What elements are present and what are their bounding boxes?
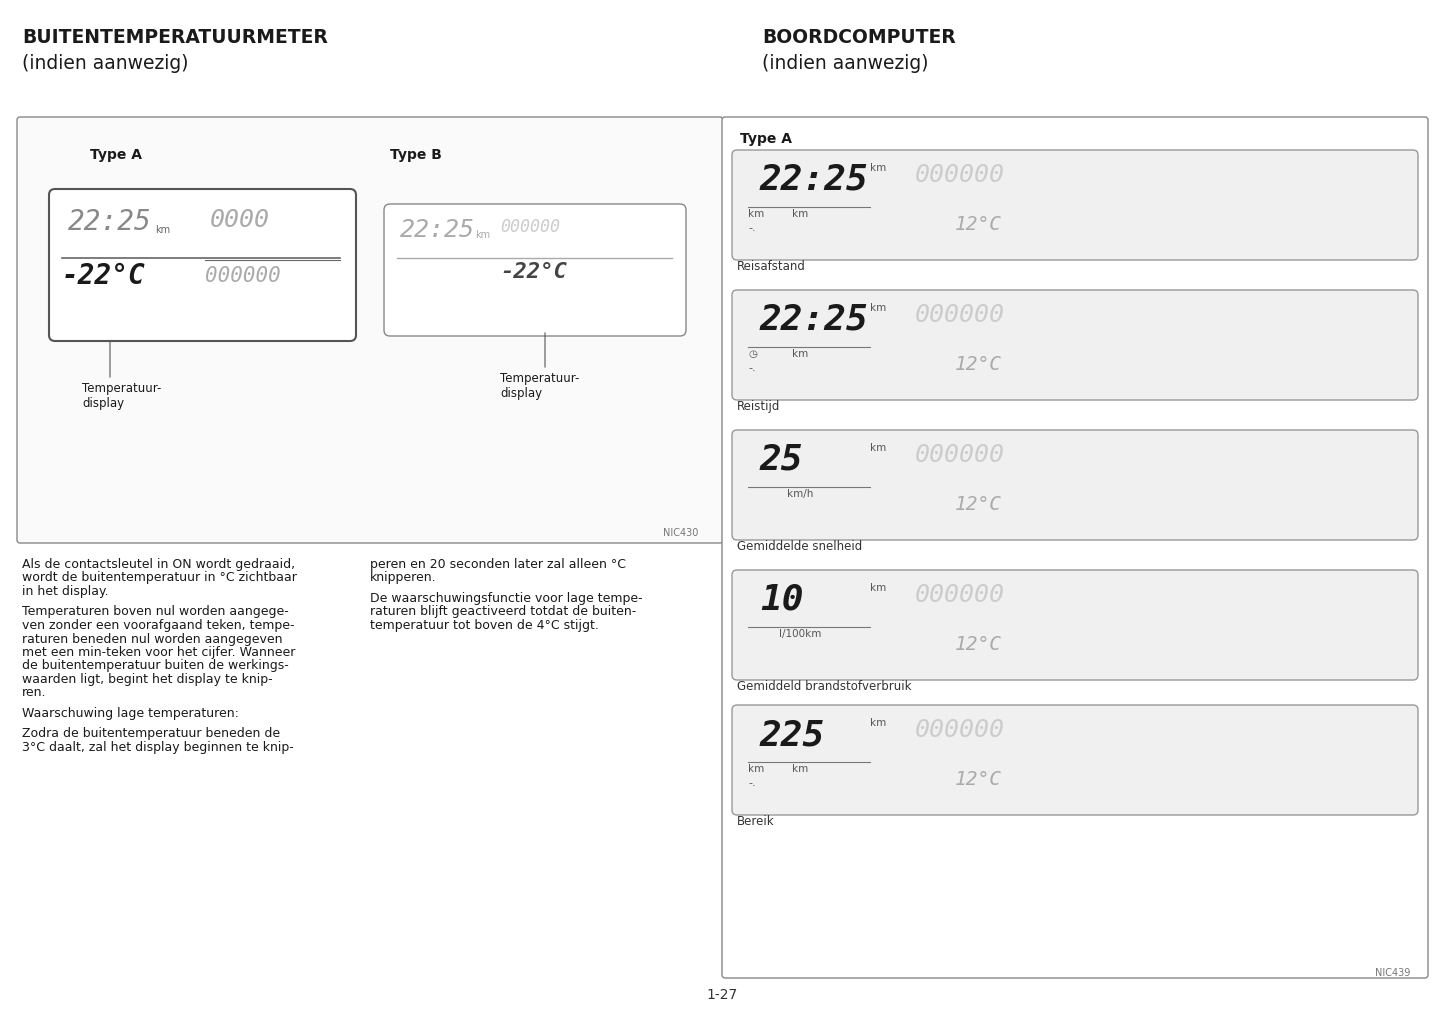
- Text: 3°C daalt, zal het display beginnen te knip-: 3°C daalt, zal het display beginnen te k…: [22, 741, 293, 754]
- FancyBboxPatch shape: [17, 117, 722, 543]
- Text: l/100km: l/100km: [779, 629, 821, 639]
- Text: Reistijd: Reistijd: [737, 400, 780, 413]
- Text: 22:25: 22:25: [760, 303, 868, 337]
- Text: -.: -.: [749, 223, 756, 233]
- Text: raturen blijft geactiveerd totdat de buiten-: raturen blijft geactiveerd totdat de bui…: [370, 605, 636, 619]
- Text: 10: 10: [760, 583, 803, 617]
- Text: NIC430: NIC430: [663, 528, 698, 538]
- Text: in het display.: in het display.: [22, 585, 108, 598]
- Text: 000000: 000000: [915, 718, 1006, 742]
- FancyBboxPatch shape: [733, 705, 1418, 815]
- Text: 000000: 000000: [500, 218, 561, 236]
- Text: NIC439: NIC439: [1374, 968, 1410, 978]
- Text: -22°C: -22°C: [500, 262, 566, 282]
- Text: km: km: [870, 443, 886, 453]
- Text: met een min-teken voor het cijfer. Wanneer: met een min-teken voor het cijfer. Wanne…: [22, 646, 295, 659]
- Text: 25: 25: [760, 443, 803, 477]
- Text: 12°C: 12°C: [955, 635, 1001, 654]
- Text: Temperatuur-
display: Temperatuur- display: [500, 372, 579, 400]
- Text: km: km: [792, 209, 808, 219]
- Text: Temperaturen boven nul worden aangege-: Temperaturen boven nul worden aangege-: [22, 605, 289, 619]
- Text: peren en 20 seconden later zal alleen °C: peren en 20 seconden later zal alleen °C: [370, 558, 626, 571]
- Text: de buitentemperatuur buiten de werkings-: de buitentemperatuur buiten de werkings-: [22, 660, 289, 672]
- Text: 0000: 0000: [210, 208, 270, 232]
- Text: raturen beneden nul worden aangegeven: raturen beneden nul worden aangegeven: [22, 632, 283, 645]
- Text: km: km: [749, 209, 764, 219]
- Text: 000000: 000000: [205, 266, 280, 286]
- Text: km: km: [870, 303, 886, 313]
- Text: BOORDCOMPUTER: BOORDCOMPUTER: [762, 28, 955, 47]
- Text: 1-27: 1-27: [707, 988, 737, 1002]
- Text: km: km: [792, 764, 808, 774]
- Text: Waarschuwing lage temperaturen:: Waarschuwing lage temperaturen:: [22, 707, 238, 720]
- FancyBboxPatch shape: [722, 117, 1428, 978]
- Text: Als de contactsleutel in ON wordt gedraaid,: Als de contactsleutel in ON wordt gedraa…: [22, 558, 295, 571]
- Text: km: km: [870, 718, 886, 728]
- Text: km: km: [155, 225, 171, 235]
- Text: km: km: [475, 230, 490, 240]
- Text: 22:25: 22:25: [68, 208, 152, 236]
- Text: km: km: [792, 349, 808, 359]
- FancyBboxPatch shape: [733, 150, 1418, 260]
- FancyBboxPatch shape: [384, 204, 686, 336]
- Text: Gemiddelde snelheid: Gemiddelde snelheid: [737, 540, 863, 553]
- Text: -22°C: -22°C: [62, 262, 146, 290]
- Text: 000000: 000000: [915, 583, 1006, 607]
- Text: 000000: 000000: [915, 163, 1006, 187]
- Text: Gemiddeld brandstofverbruik: Gemiddeld brandstofverbruik: [737, 680, 912, 693]
- Text: -.: -.: [749, 363, 756, 373]
- Text: ren.: ren.: [22, 686, 46, 700]
- Text: -.: -.: [749, 778, 756, 788]
- Text: (indien aanwezig): (indien aanwezig): [22, 54, 188, 73]
- FancyBboxPatch shape: [733, 430, 1418, 540]
- Text: ◷: ◷: [749, 349, 757, 359]
- Text: km: km: [870, 163, 886, 173]
- Text: BUITENTEMPERATUURMETER: BUITENTEMPERATUURMETER: [22, 28, 328, 47]
- Text: (indien aanwezig): (indien aanwezig): [762, 54, 929, 73]
- Text: 225: 225: [760, 718, 825, 752]
- Text: km: km: [870, 583, 886, 593]
- Text: Zodra de buitentemperatuur beneden de: Zodra de buitentemperatuur beneden de: [22, 727, 280, 741]
- Text: 000000: 000000: [915, 443, 1006, 467]
- Text: km/h: km/h: [788, 489, 814, 499]
- Text: Type A: Type A: [740, 132, 792, 146]
- Text: temperatuur tot boven de 4°C stijgt.: temperatuur tot boven de 4°C stijgt.: [370, 619, 598, 632]
- Text: ven zonder een voorafgaand teken, tempe-: ven zonder een voorafgaand teken, tempe-: [22, 619, 295, 632]
- Text: km: km: [749, 764, 764, 774]
- FancyBboxPatch shape: [733, 290, 1418, 400]
- Text: Type A: Type A: [90, 148, 142, 162]
- Text: Temperatuur-
display: Temperatuur- display: [82, 382, 162, 410]
- Text: 22:25: 22:25: [400, 218, 475, 242]
- Text: Type B: Type B: [390, 148, 442, 162]
- Text: De waarschuwingsfunctie voor lage tempe-: De waarschuwingsfunctie voor lage tempe-: [370, 592, 643, 605]
- Text: 12°C: 12°C: [955, 215, 1001, 234]
- FancyBboxPatch shape: [733, 570, 1418, 680]
- FancyBboxPatch shape: [49, 189, 355, 341]
- Text: wordt de buitentemperatuur in °C zichtbaar: wordt de buitentemperatuur in °C zichtba…: [22, 571, 296, 585]
- Text: 000000: 000000: [915, 303, 1006, 327]
- Text: 12°C: 12°C: [955, 495, 1001, 514]
- Text: 22:25: 22:25: [760, 163, 868, 197]
- Text: waarden ligt, begint het display te knip-: waarden ligt, begint het display te knip…: [22, 673, 273, 686]
- Text: Bereik: Bereik: [737, 815, 775, 828]
- Text: Reisafstand: Reisafstand: [737, 260, 806, 273]
- Text: 12°C: 12°C: [955, 355, 1001, 374]
- Text: knipperen.: knipperen.: [370, 571, 436, 585]
- Text: 12°C: 12°C: [955, 770, 1001, 789]
